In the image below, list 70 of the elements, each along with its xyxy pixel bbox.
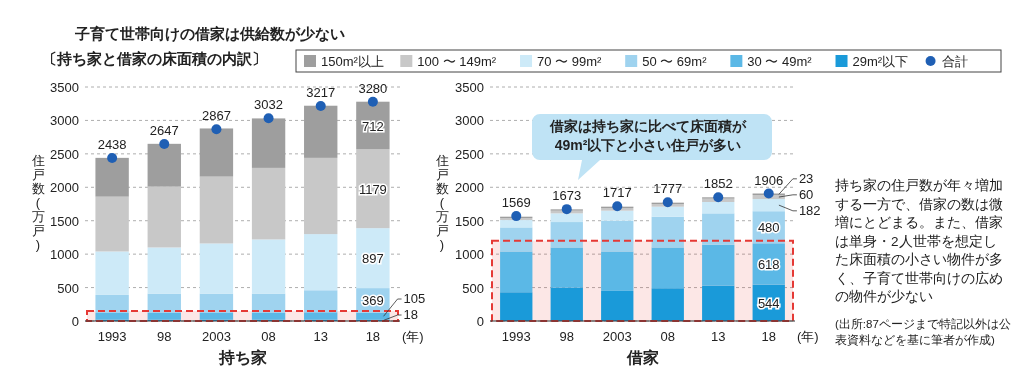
- x-tick-label: 13: [711, 329, 726, 344]
- data-label: 2867: [201, 108, 231, 124]
- y-tick-label: 2500: [455, 146, 484, 162]
- chart-title: 子育て世帯向けの借家は供給数が少ない: [74, 25, 345, 43]
- y-tick-label: 1500: [50, 213, 79, 229]
- data-label: 618: [757, 256, 780, 272]
- y-axis-title: 住戸数(万戸): [434, 153, 449, 252]
- legend-label: 29m²以下: [852, 54, 909, 69]
- data-label: 3280: [358, 80, 388, 96]
- y-tick-label: 2000: [455, 180, 484, 196]
- legend-label: 30 〜 49m²: [747, 54, 813, 69]
- x-tick-label: 2003: [201, 329, 231, 344]
- y-tick-label: 2000: [50, 180, 79, 196]
- data-label: 182: [798, 202, 821, 218]
- data-label: 1906: [754, 172, 784, 188]
- legend-label: 70 〜 99m²: [537, 54, 603, 69]
- y-axis-title: 住戸数(万戸): [30, 153, 45, 252]
- data-label: 1673: [552, 188, 582, 204]
- data-label: 1569: [501, 195, 531, 211]
- data-label: 18: [403, 307, 419, 322]
- data-label: 1717: [602, 185, 632, 201]
- y-tick-label: 3000: [455, 113, 484, 129]
- data-label: 2438: [97, 137, 127, 152]
- x-tick-label: 08: [660, 329, 675, 344]
- y-tick-label: 3500: [455, 80, 484, 95]
- x-tick-label: 1993: [97, 329, 127, 344]
- text: 持ち家の住戸数が年々増加する一方で、借家の数は微増にとどまる。また、借家は単身・2人世帯を想定した床面積の小さい物件が多く、子育て世帯向けの広めの物件が少ない: [834, 177, 1003, 304]
- y-tick-label: 3500: [50, 80, 79, 95]
- x-tick-label: 13: [313, 329, 328, 344]
- y-tick-label: 0: [476, 314, 484, 329]
- text: (年): [797, 329, 819, 344]
- data-label: 712: [362, 118, 384, 134]
- legend-label: 合計: [941, 54, 968, 69]
- y-tick-label: 3000: [50, 113, 79, 129]
- x-tick-label: 1993: [501, 329, 531, 344]
- data-label: 105: [403, 291, 426, 306]
- text: (年): [402, 329, 424, 344]
- y-tick-label: 500: [57, 280, 79, 296]
- x-tick-label: 18: [365, 329, 381, 344]
- y-tick-label: 0: [71, 314, 79, 329]
- y-tick-label: 500: [462, 280, 484, 296]
- data-label: 544: [757, 295, 780, 311]
- y-tick-label: 2500: [50, 146, 79, 162]
- data-label: 1777: [653, 181, 683, 197]
- y-tick-label: 1000: [50, 247, 79, 263]
- x-tick-label: 08: [261, 329, 276, 344]
- y-tick-label: 1500: [455, 213, 484, 229]
- legend-label: 100 〜 149m²: [417, 54, 497, 69]
- chart-subtitle: 〔持ち家と借家の床面積の内訳〕: [42, 50, 267, 67]
- text: (出所:87ページまで特記以外は公表資料などを基に筆者が作成): [835, 318, 1011, 347]
- data-label: 1852: [703, 176, 733, 192]
- data-label: 2647: [149, 123, 179, 139]
- data-label: 3217: [306, 84, 336, 100]
- data-label: 369: [362, 293, 384, 309]
- x-tick-label: 18: [761, 329, 776, 344]
- x-axis-title: 持ち家: [217, 348, 267, 366]
- x-tick-label: 98: [559, 329, 574, 344]
- x-axis-title: 借家: [625, 348, 659, 366]
- annotation: 借家は持ち家に比べて床面積が49m²以下と小さい住戸が多い: [549, 118, 747, 153]
- legend-label: 150m²以上: [321, 54, 384, 69]
- x-tick-label: 98: [157, 329, 172, 344]
- x-tick-label: 2003: [602, 329, 632, 344]
- data-label: 23: [798, 170, 814, 186]
- legend-label: 50 〜 69m²: [642, 54, 708, 69]
- data-label: 480: [757, 220, 780, 236]
- data-label: 60: [798, 186, 814, 202]
- data-label: 897: [362, 251, 384, 267]
- data-label: 1179: [358, 181, 387, 197]
- data-label: 3032: [254, 97, 284, 113]
- y-tick-label: 1000: [455, 247, 484, 263]
